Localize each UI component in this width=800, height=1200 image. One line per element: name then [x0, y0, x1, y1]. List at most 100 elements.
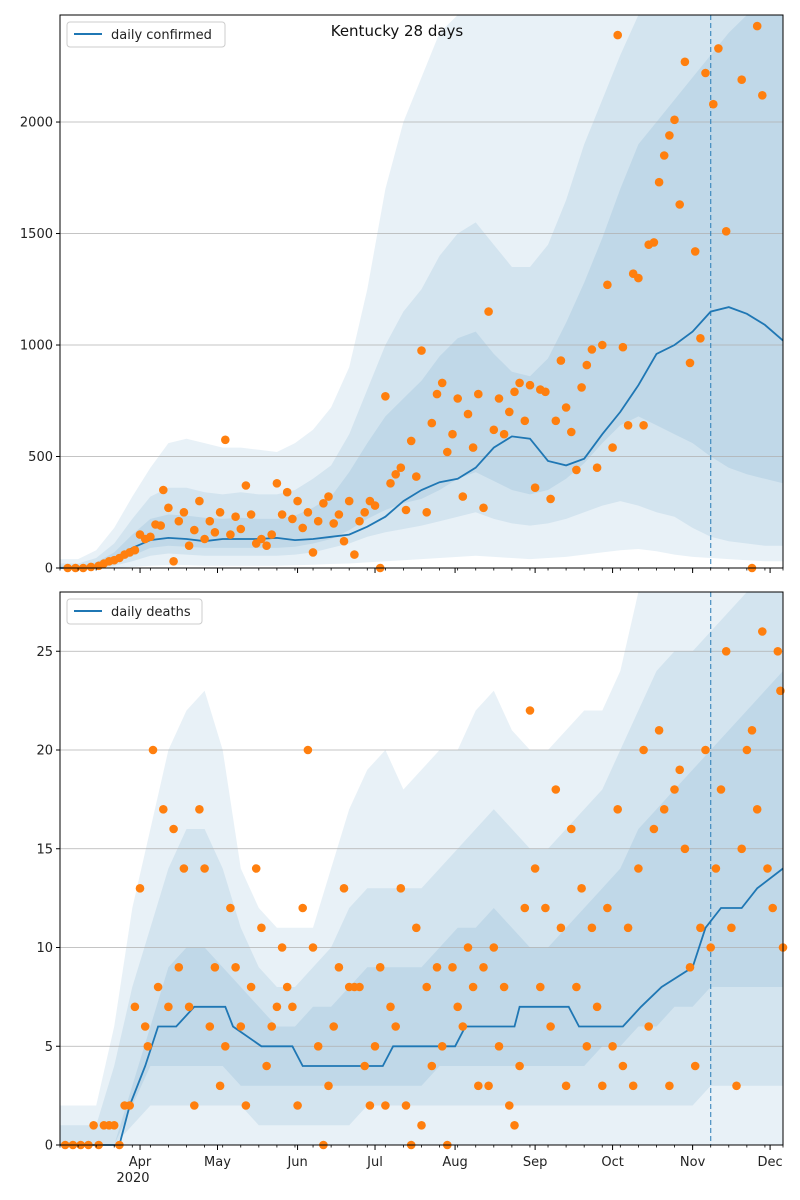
observed-point [319, 499, 328, 508]
observed-point [551, 785, 561, 794]
y-tick-label: 1000 [20, 339, 53, 354]
observed-point [267, 1022, 277, 1031]
observed-point [763, 864, 772, 873]
model-line [60, 306, 784, 569]
observed-point [479, 503, 488, 513]
observed-point [288, 1002, 297, 1012]
observed-point [148, 745, 158, 755]
observed-point [773, 647, 783, 656]
observed-point [432, 963, 442, 972]
observed-point [654, 177, 664, 187]
observed-point [551, 416, 561, 426]
observed-point [396, 463, 406, 473]
confirmed-y-ticks: 0 500 1000 1500 2000 [20, 116, 60, 577]
confirmed-legend: daily confirmed [66, 21, 226, 48]
observed-point [135, 884, 145, 893]
confirmed-legend-box [66, 21, 226, 48]
y-tick-label: 5 [45, 1040, 53, 1055]
observed-point [174, 516, 184, 526]
observed-point [613, 805, 622, 814]
observed-point [329, 1022, 339, 1031]
observed-point [195, 496, 204, 506]
observed-point [711, 864, 721, 873]
observed-point [696, 334, 705, 343]
observed-point [685, 358, 695, 368]
observed-point [422, 982, 432, 992]
observed-point [412, 923, 421, 933]
observed-point [422, 508, 432, 517]
observed-point [412, 472, 421, 481]
observed-point [639, 421, 648, 430]
observed-point [510, 387, 519, 397]
observed-point [628, 1081, 638, 1091]
observed-point [727, 923, 736, 933]
observed-point [510, 1121, 519, 1130]
confirmed-line-series [60, 306, 784, 569]
observed-point [670, 785, 679, 794]
observed-point [169, 824, 178, 834]
uncertainty-band-1 [60, 15, 783, 568]
observed-point [572, 982, 581, 992]
y-tick-label: 20 [36, 744, 53, 759]
observed-point [231, 512, 240, 521]
observed-point [303, 508, 313, 517]
observed-point [721, 227, 731, 236]
observed-point [665, 131, 674, 140]
observed-point [381, 1101, 390, 1110]
observed-point [200, 534, 209, 544]
observed-point [592, 1002, 602, 1012]
y-tick-label: 0 [45, 1139, 53, 1154]
observed-point [169, 557, 178, 566]
observed-point [293, 496, 302, 506]
observed-point [484, 1081, 493, 1091]
observed-point [520, 416, 530, 426]
observed-point [453, 394, 463, 403]
observed-point [546, 1022, 555, 1031]
observed-point [468, 982, 478, 992]
observed-point [298, 523, 308, 533]
observed-point [215, 1081, 225, 1091]
observed-point [479, 963, 488, 972]
observed-point [499, 982, 509, 992]
observed-point [210, 963, 220, 972]
uncertainty-band-1 [60, 592, 783, 1145]
observed-point [313, 516, 323, 526]
observed-point [536, 982, 545, 992]
deaths-legend: daily deaths [66, 598, 203, 625]
observed-point [109, 1121, 119, 1130]
y-tick-label: 25 [36, 645, 53, 660]
observed-point [153, 982, 163, 992]
observed-point [365, 1101, 375, 1110]
observed-point [582, 1042, 592, 1051]
observed-point [639, 745, 648, 755]
observed-point [675, 765, 684, 775]
observed-point [737, 844, 746, 854]
confirmed-legend-label: daily confirmed [111, 28, 212, 43]
observed-point [468, 443, 478, 452]
observed-point [344, 496, 354, 506]
observed-point [324, 1081, 333, 1091]
x-month-label: Aug [442, 1155, 467, 1170]
observed-point [313, 1042, 323, 1051]
observed-point [427, 418, 437, 428]
x-axis-month-labels: Apr May Jun Jul Aug Sep Oct Nov Dec [129, 1155, 783, 1170]
observed-point [303, 745, 313, 755]
observed-point [360, 508, 370, 517]
observed-point [484, 307, 493, 316]
observed-point [282, 982, 292, 992]
observed-point [489, 943, 499, 952]
observed-point [125, 1101, 134, 1110]
observed-point [272, 1002, 282, 1012]
observed-point [520, 903, 530, 913]
observed-point [654, 726, 664, 735]
uncertainty-band-2 [60, 592, 783, 1145]
observed-point [592, 463, 602, 473]
observed-point [329, 519, 339, 528]
observed-point [634, 273, 643, 283]
observed-point [463, 943, 473, 952]
observed-point [205, 1022, 215, 1031]
confirmed-bands [60, 15, 783, 568]
observed-point [494, 1042, 504, 1051]
observed-point [221, 1042, 230, 1051]
observed-point [195, 805, 204, 814]
